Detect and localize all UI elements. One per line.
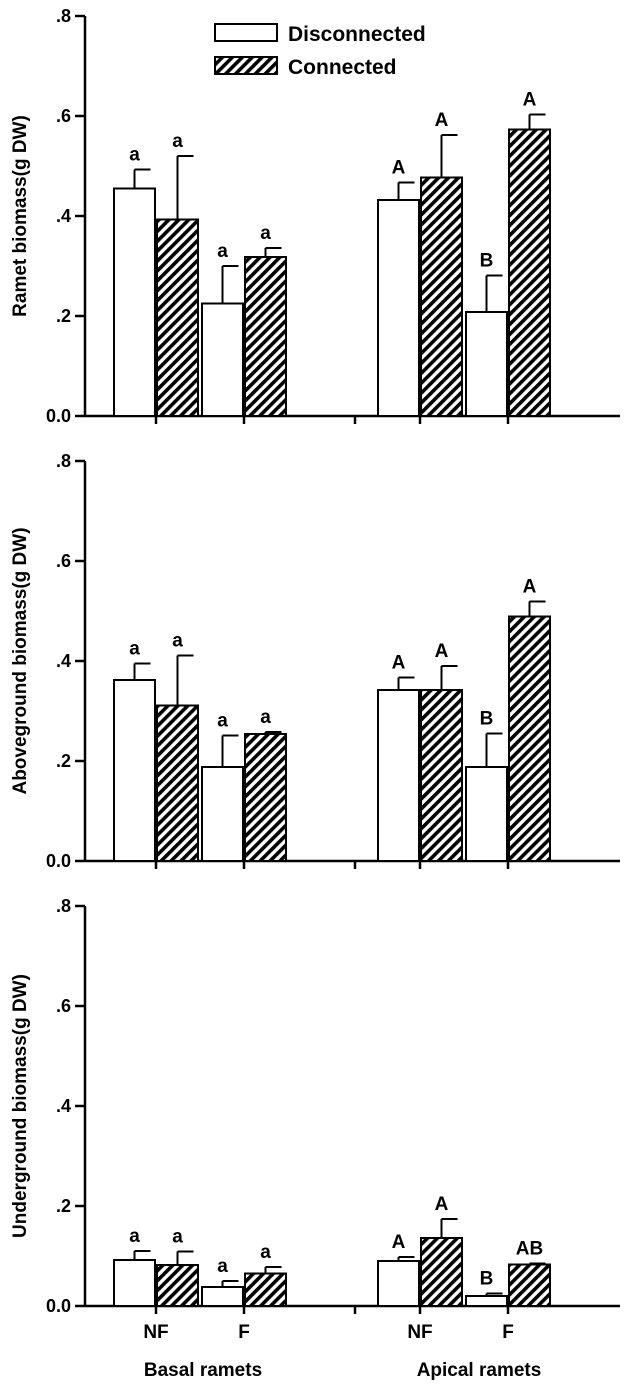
x-category-label: F	[238, 1322, 250, 1343]
significance-letter: AB	[516, 1239, 543, 1260]
significance-letter: A	[523, 577, 537, 598]
legend: Disconnected Connected	[214, 23, 426, 79]
bar-connected	[420, 1237, 463, 1307]
y-tick-label: .8	[56, 896, 71, 916]
y-axis-label: Ramet biomass(g DW)	[10, 115, 31, 317]
bar-disconnected	[377, 1260, 420, 1307]
significance-letter: B	[480, 709, 494, 730]
y-tick-label: .6	[56, 106, 71, 126]
bar-disconnected	[465, 311, 508, 417]
significance-letter: A	[435, 1194, 449, 1215]
panel-1: 0.0 .2 .4 .6 .8 Ramet biomass(g DW) a a A Ba a A A	[10, 6, 620, 426]
bar-disconnected	[465, 766, 508, 862]
y-tick-label: .8	[56, 6, 71, 26]
significance-letter: a	[260, 707, 271, 728]
bar-disconnected	[377, 199, 420, 417]
x-group-label: Apical ramets	[417, 1360, 542, 1381]
y-tick-label: .4	[56, 206, 71, 226]
significance-letter: a	[129, 145, 140, 166]
legend-swatch	[214, 56, 278, 75]
y-tick-label: 0.0	[46, 851, 71, 871]
bar-connected	[508, 615, 551, 862]
significance-letter: a	[260, 1242, 271, 1263]
significance-letter: B	[480, 1269, 494, 1290]
bar-disconnected	[377, 689, 420, 862]
y-tick-label: .6	[56, 551, 71, 571]
significance-letter: A	[392, 158, 406, 179]
bar-connected	[420, 689, 463, 862]
x-category-label: NF	[407, 1322, 432, 1343]
significance-letter: a	[217, 711, 228, 732]
x-axis-labels: NF F NF F Basal ramets Apical ramets	[143, 1322, 541, 1381]
y-tick-label: .2	[56, 306, 71, 326]
bar-disconnected	[113, 679, 156, 862]
bar-connected	[508, 128, 551, 417]
x-category-label: NF	[143, 1322, 168, 1343]
bar-disconnected	[113, 1259, 156, 1307]
bar-connected	[244, 1272, 287, 1307]
panel-2: 0.0 .2 .4 .6 .8 Aboveground biomass(g DW) a a A B…	[10, 451, 620, 871]
y-axis-label: Underground biomass(g DW)	[10, 974, 31, 1238]
bar-connected	[244, 256, 287, 417]
significance-letter: a	[172, 1227, 183, 1248]
significance-letter: a	[129, 1226, 140, 1247]
significance-letter: a	[172, 631, 183, 652]
legend-swatch	[214, 23, 278, 42]
bar-connected	[156, 704, 199, 862]
bar-connected	[508, 1263, 551, 1307]
bar-disconnected	[201, 766, 244, 862]
bar-connected	[156, 218, 199, 417]
significance-letter: B	[480, 251, 494, 272]
bar-connected	[156, 1264, 199, 1307]
significance-letter: A	[392, 1232, 406, 1253]
y-tick-label: .8	[56, 451, 71, 471]
bar-disconnected	[201, 302, 244, 417]
y-tick-label: .2	[56, 1196, 71, 1216]
bar-disconnected	[465, 1295, 508, 1307]
significance-letter: a	[172, 131, 183, 152]
bar-connected	[420, 176, 463, 417]
y-axis-label: Aboveground biomass(g DW)	[10, 527, 31, 794]
significance-letter: A	[392, 653, 406, 674]
significance-letter: A	[435, 110, 449, 131]
legend-entry: Disconnected	[214, 23, 426, 46]
bar-disconnected	[113, 187, 156, 417]
y-tick-label: .2	[56, 751, 71, 771]
y-tick-label: .4	[56, 651, 71, 671]
legend-label: Disconnected	[288, 23, 426, 46]
significance-letter: a	[129, 639, 140, 660]
y-tick-label: 0.0	[46, 1296, 71, 1316]
legend-label: Connected	[288, 56, 397, 79]
y-tick-label: .4	[56, 1096, 71, 1116]
significance-letter: a	[217, 1256, 228, 1277]
significance-letter: A	[523, 90, 537, 111]
significance-letter: a	[217, 241, 228, 262]
legend-entry: Connected	[214, 56, 397, 79]
x-group-label: Basal ramets	[144, 1360, 262, 1381]
bar-connected	[244, 733, 287, 862]
y-tick-label: 0.0	[46, 406, 71, 426]
y-tick-label: .6	[56, 996, 71, 1016]
bar-disconnected	[201, 1286, 244, 1307]
significance-letter: A	[435, 641, 449, 662]
significance-letter: a	[260, 223, 271, 244]
x-category-label: F	[502, 1322, 514, 1343]
